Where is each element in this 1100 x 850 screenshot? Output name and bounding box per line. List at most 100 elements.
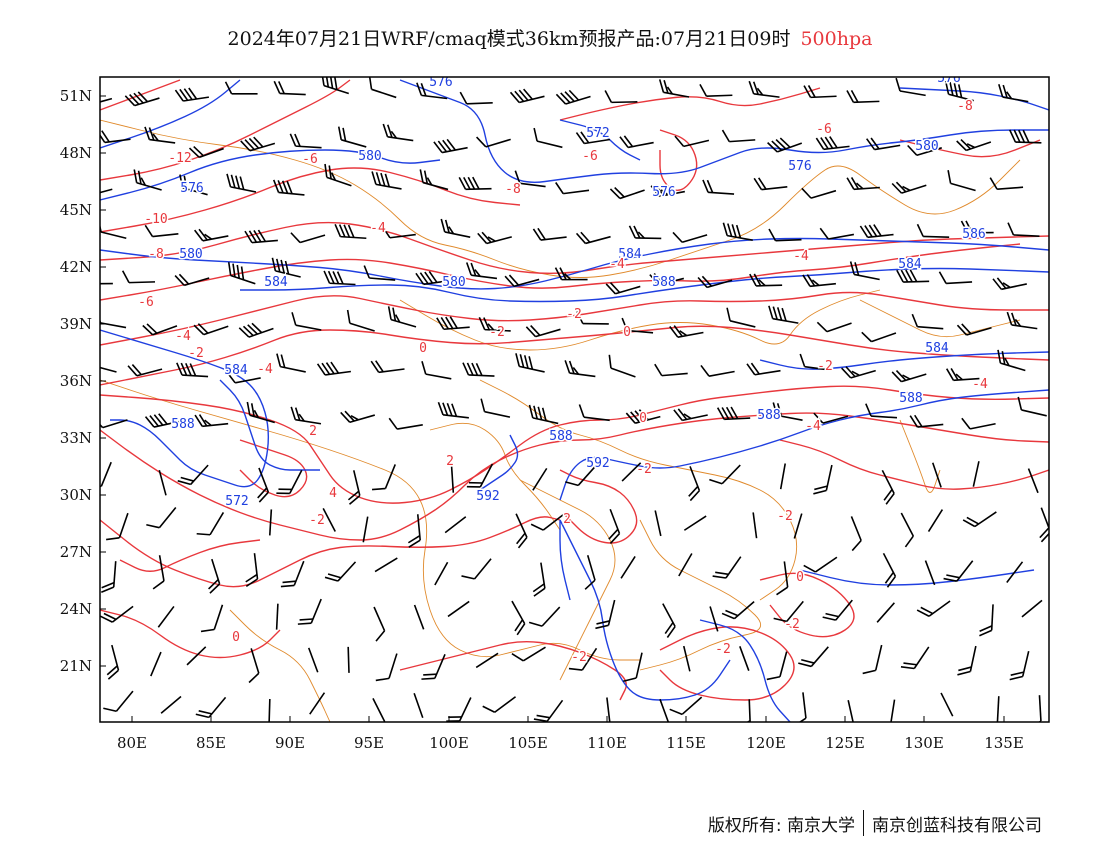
wind-barb — [246, 401, 275, 424]
geopotential-height-contour — [399, 79, 1049, 183]
height-label: 588 — [171, 417, 194, 432]
wind-barb — [916, 223, 950, 238]
temperature-isotherm — [100, 385, 1049, 504]
wind-barb — [726, 307, 756, 328]
geopotential-height-contour — [100, 237, 1049, 290]
wind-barb — [882, 552, 897, 588]
wind-barb — [712, 556, 742, 579]
geopotential-height-contour — [100, 149, 441, 201]
wind-barb — [803, 556, 838, 573]
wind-barb — [801, 187, 837, 199]
wind-barb — [224, 81, 258, 95]
wind-barb — [1027, 468, 1039, 494]
y-tick-label: 42N — [60, 258, 92, 276]
temperature-isotherm — [100, 167, 521, 233]
wind-barb — [465, 262, 498, 280]
wind-barb — [195, 696, 227, 719]
wind-barb — [841, 366, 876, 379]
wind-barb — [816, 321, 852, 333]
temperature-label: -2 — [636, 462, 652, 477]
wind-barb — [514, 170, 546, 188]
wind-barb — [793, 513, 803, 539]
wind-barb — [992, 277, 1027, 291]
wind-barb — [142, 323, 178, 336]
temperature-label: -4 — [972, 377, 988, 392]
wind-barb — [434, 561, 449, 586]
wind-barb — [309, 692, 326, 715]
wind-barb — [989, 177, 1024, 191]
wind-barb — [226, 371, 261, 384]
wind-barb — [998, 84, 1029, 103]
province-boundary — [639, 519, 762, 671]
y-tick-label: 27N — [60, 543, 92, 561]
wind-barb — [799, 353, 831, 371]
temperature-isotherm — [100, 609, 281, 659]
wind-barb — [461, 558, 492, 580]
x-tick-label: 105E — [508, 734, 548, 752]
wind-barb — [103, 690, 134, 713]
wind-barb — [813, 412, 849, 424]
wind-barb — [721, 601, 755, 620]
wind-barb — [257, 467, 270, 503]
wind-barb — [555, 89, 591, 105]
temperature-label: -2 — [817, 359, 833, 374]
x-tick-label: 135E — [984, 734, 1024, 752]
wind-barb — [466, 463, 494, 488]
wind-barb — [152, 555, 165, 590]
province-boundary — [899, 419, 941, 493]
wind-barb — [450, 466, 455, 493]
temperature-isotherm — [239, 439, 308, 498]
wind-barb — [802, 274, 836, 288]
wind-barb — [194, 228, 229, 242]
wind-barb — [649, 272, 685, 286]
wind-barb — [174, 273, 210, 287]
temperature-label: 0 — [639, 411, 647, 426]
wind-barb — [347, 470, 361, 505]
temperature-isotherm — [559, 87, 821, 121]
wind-barb — [174, 87, 210, 102]
height-label: 580 — [358, 149, 381, 164]
wind-barb — [753, 177, 788, 191]
wind-barb — [927, 509, 944, 533]
wind-barb — [371, 171, 402, 190]
temperature-isotherm — [559, 469, 638, 544]
wind-barb — [662, 603, 676, 638]
province-boundary — [859, 299, 1021, 338]
wind-barb — [619, 135, 654, 149]
wind-barb — [100, 417, 128, 429]
height-label: 586 — [962, 227, 985, 242]
wind-barb — [861, 331, 897, 343]
wind-barb — [575, 231, 611, 245]
wind-barb — [144, 224, 179, 238]
wind-barb — [324, 561, 357, 582]
wind-barb — [739, 646, 750, 671]
x-tick-label: 115E — [666, 734, 706, 752]
wind-barb — [702, 179, 735, 195]
wind-barb — [421, 654, 446, 680]
geopotential-height-contour — [100, 79, 241, 149]
wind-barb — [697, 275, 733, 289]
wind-barb — [421, 361, 452, 380]
wind-barb — [673, 408, 708, 422]
wind-barb — [803, 85, 837, 99]
geopotential-height-contour — [559, 520, 571, 601]
wind-barb — [575, 131, 611, 145]
wind-barb — [576, 311, 609, 325]
wind-barb — [121, 270, 156, 284]
temperature-label: -4 — [793, 249, 809, 264]
wind-barb — [621, 462, 642, 482]
wind-barb — [772, 402, 803, 421]
wind-barb — [943, 560, 974, 582]
wind-barb — [362, 516, 369, 543]
title-main: 2024年07月21日WRF/cmaq模式36km预报产品:07月21日09时 — [227, 28, 791, 50]
province-boundary — [100, 119, 1021, 278]
wind-barb — [846, 89, 880, 104]
temperature-label: -6 — [582, 149, 598, 164]
temperature-label: 2 — [309, 424, 317, 439]
height-label: 580 — [179, 247, 202, 262]
wind-barb — [1009, 129, 1042, 144]
x-tick-label: 120E — [746, 734, 786, 752]
temperature-isotherm — [100, 412, 1049, 541]
wind-barb — [798, 646, 829, 668]
